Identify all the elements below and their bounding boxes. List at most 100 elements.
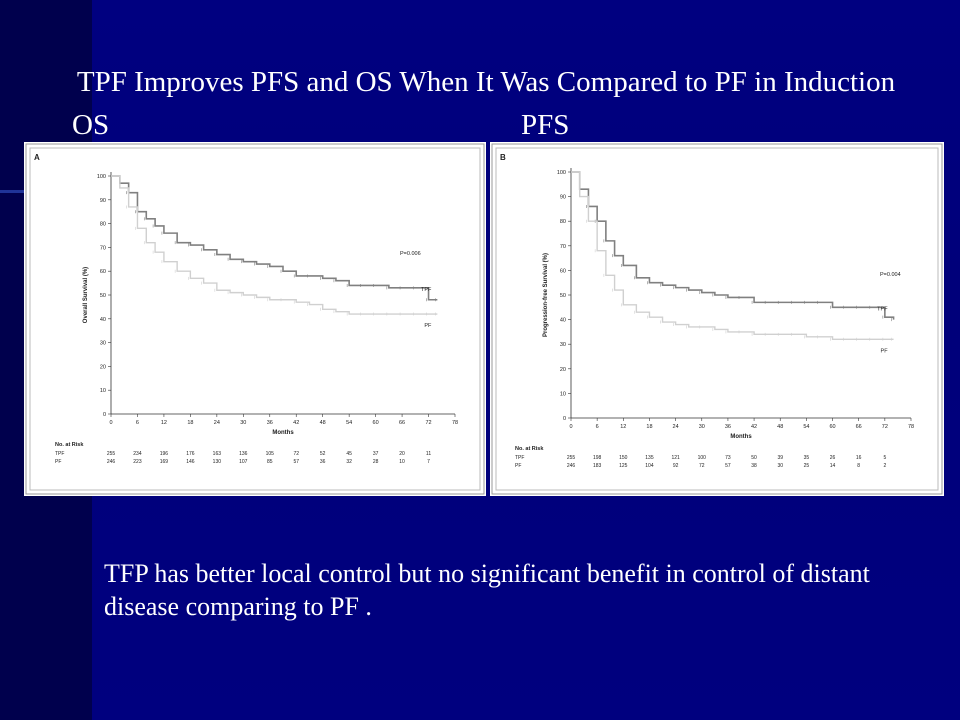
y-tick-label: 20 [560, 367, 566, 373]
y-tick-label: 50 [100, 293, 106, 299]
y-tick-label: 10 [560, 391, 566, 397]
risk-cell: 107 [239, 459, 248, 465]
os-chart-panel: A 0 10 20 30 40 50 60 70 80 90 100 0 6 12 18 24 30 36 42 48 5… [24, 142, 486, 496]
x-tick-label: 18 [187, 420, 193, 426]
panel-frame-outer [491, 143, 943, 495]
risk-cell: 121 [671, 455, 680, 461]
risk-cell: 5 [883, 455, 886, 461]
risk-cell: 146 [186, 459, 195, 465]
x-tick-label: 60 [373, 420, 379, 426]
risk-cell: 135 [645, 455, 654, 461]
series-label-tpf: TPF [877, 307, 888, 313]
y-tick-label: 0 [103, 412, 106, 418]
os-km-chart: A 0 10 20 30 40 50 60 70 80 90 100 0 6 12 18 24 30 36 42 48 5… [25, 143, 485, 495]
panel-frame-inner [29, 147, 481, 491]
x-tick-label: 12 [620, 424, 626, 430]
risk-row-name: PF [515, 463, 521, 469]
risk-row-name: TPF [515, 455, 524, 461]
os-label: OS [72, 109, 110, 141]
p-value-label: P=0.004 [880, 272, 901, 278]
risk-cell: 50 [751, 455, 757, 461]
p-value-label: P=0.006 [400, 251, 421, 257]
y-tick-label: 70 [100, 245, 106, 251]
risk-cell: 255 [107, 451, 116, 457]
y-tick-label: 90 [100, 198, 106, 204]
risk-cell: 10 [399, 459, 405, 465]
y-axis-title: Overall Survival (%) [83, 267, 89, 323]
x-tick-label: 66 [856, 424, 862, 430]
risk-cell: 32 [346, 459, 352, 465]
risk-cell: 169 [160, 459, 169, 465]
x-tick-label: 72 [425, 420, 431, 426]
y-tick-label: 100 [97, 174, 106, 180]
risk-cell: 36 [320, 459, 326, 465]
y-tick-label: 0 [563, 416, 566, 422]
panel-frame-outer [25, 143, 485, 495]
y-tick-label: 100 [557, 170, 566, 176]
x-tick-label: 48 [777, 424, 783, 430]
y-tick-label: 70 [560, 244, 566, 250]
x-tick-label: 36 [725, 424, 731, 430]
x-tick-label: 54 [803, 424, 809, 430]
x-tick-label: 48 [320, 420, 326, 426]
risk-row-name: PF [55, 459, 61, 465]
x-tick-label: 78 [452, 420, 458, 426]
x-axis-title: Months [272, 430, 294, 436]
y-tick-label: 20 [100, 364, 106, 370]
x-tick-label: 12 [161, 420, 167, 426]
risk-cell: 11 [426, 451, 431, 457]
x-tick-label: 24 [214, 420, 220, 426]
x-tick-label: 6 [136, 420, 139, 426]
y-tick-label: 50 [560, 293, 566, 299]
risk-cell: 2 [883, 463, 886, 469]
risk-cell: 28 [373, 459, 379, 465]
x-tick-label: 6 [596, 424, 599, 430]
risk-row-name: TPF [55, 451, 64, 457]
series-label-tpf: TPF [421, 287, 432, 293]
risk-cell: 39 [777, 455, 783, 461]
risk-cell: 14 [830, 463, 836, 469]
risk-cell: 196 [160, 451, 169, 457]
y-tick-label: 30 [100, 341, 106, 347]
risk-cell: 35 [804, 455, 810, 461]
risk-cell: 8 [857, 463, 860, 469]
y-tick-label: 10 [100, 388, 106, 394]
x-tick-label: 36 [267, 420, 273, 426]
risk-cell: 38 [751, 463, 757, 469]
risk-cell: 37 [373, 451, 379, 457]
x-tick-label: 30 [699, 424, 705, 430]
x-tick-label: 24 [673, 424, 679, 430]
y-tick-label: 80 [560, 219, 566, 225]
pfs-label: PFS [521, 109, 570, 141]
series-line-tpf [571, 171, 895, 320]
y-tick-label: 60 [100, 269, 106, 275]
risk-cell: 150 [619, 455, 628, 461]
risk-cell: 136 [239, 451, 248, 457]
risk-cell: 234 [133, 451, 142, 457]
pfs-chart-panel: B 0 10 20 30 40 50 60 70 80 90 100 0 6 12 18 24 30 36 42 48 5… [490, 142, 944, 496]
risk-cell: 130 [213, 459, 222, 465]
risk-cell: 125 [619, 463, 628, 469]
x-tick-label: 42 [293, 420, 299, 426]
y-tick-label: 90 [560, 195, 566, 201]
x-tick-label: 0 [109, 420, 112, 426]
panel-letter: A [34, 153, 40, 162]
x-tick-label: 78 [908, 424, 914, 430]
risk-cell: 104 [645, 463, 654, 469]
y-tick-label: 40 [100, 317, 106, 323]
risk-table-heading: No. at Risk [55, 442, 84, 448]
risk-cell: 105 [266, 451, 275, 457]
risk-table-heading: No. at Risk [515, 446, 544, 452]
risk-cell: 72 [699, 463, 705, 469]
risk-cell: 100 [698, 455, 707, 461]
risk-cell: 198 [593, 455, 602, 461]
risk-cell: 246 [567, 463, 576, 469]
risk-cell: 246 [107, 459, 116, 465]
x-tick-label: 42 [751, 424, 757, 430]
risk-cell: 45 [346, 451, 352, 457]
risk-cell: 223 [133, 459, 142, 465]
x-tick-label: 0 [569, 424, 572, 430]
risk-cell: 16 [856, 455, 862, 461]
risk-cell: 92 [673, 463, 679, 469]
